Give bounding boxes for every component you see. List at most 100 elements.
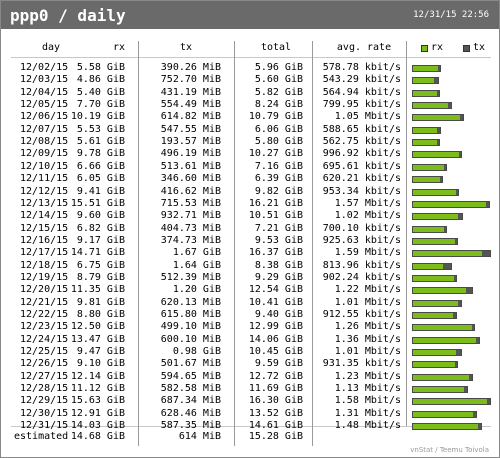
traffic-bar-tx-segment	[434, 78, 438, 83]
traffic-bar-tx-segment	[478, 424, 481, 429]
row-total: 9.29 GiB	[254, 272, 303, 283]
estimated-tx: 614 MiB	[178, 431, 221, 442]
row-rx: 9.60 GiB	[76, 210, 125, 221]
row-day: 12/23/15	[20, 321, 69, 332]
traffic-bar-tx-segment	[444, 227, 446, 232]
row-total: 5.82 GiB	[254, 87, 303, 98]
row-total: 12.99 GiB	[248, 321, 303, 332]
row-tx: 587.35 MiB	[160, 420, 221, 431]
estimated-rx: 14.68 GiB	[70, 431, 125, 442]
traffic-bar	[412, 164, 447, 171]
row-avg-rate: 813.96 kbit/s	[322, 260, 401, 271]
traffic-bar-tx-segment	[437, 91, 439, 96]
row-tx: 193.57 MiB	[160, 136, 221, 147]
row-tx: 1.64 GiB	[172, 260, 221, 271]
column-header-total: total	[260, 42, 292, 53]
row-day: 12/30/15	[20, 408, 69, 419]
row-tx: 615.80 MiB	[160, 309, 221, 320]
rx-legend-label: rx	[431, 42, 444, 53]
row-avg-rate: 1.36 Mbit/s	[334, 334, 401, 345]
row-avg-rate: 1.57 Mbit/s	[334, 198, 401, 209]
row-rx: 9.47 GiB	[76, 346, 125, 357]
traffic-bar-tx-segment	[464, 387, 467, 392]
traffic-bar	[412, 77, 439, 84]
row-avg-rate: 1.01 Mbit/s	[334, 297, 401, 308]
traffic-bar-tx-segment	[456, 350, 461, 355]
traffic-bar	[412, 213, 463, 220]
page-title: ppp0 / daily	[10, 6, 126, 25]
traffic-bar	[412, 423, 482, 430]
traffic-bar	[412, 386, 468, 393]
row-avg-rate: 925.63 kbit/s	[322, 235, 401, 246]
row-day: 12/28/15	[20, 383, 69, 394]
row-avg-rate: 1.26 Mbit/s	[334, 321, 401, 332]
row-day: 12/21/15	[20, 297, 69, 308]
row-day: 12/29/15	[20, 395, 69, 406]
row-avg-rate: 902.24 kbit/s	[322, 272, 401, 283]
row-tx: 715.53 MiB	[160, 198, 221, 209]
traffic-bar-tx-segment	[456, 190, 458, 195]
row-day: 12/16/15	[20, 235, 69, 246]
row-total: 12.72 GiB	[248, 371, 303, 382]
traffic-bar	[412, 287, 473, 294]
row-total: 16.21 GiB	[248, 198, 303, 209]
column-divider	[406, 41, 407, 426]
row-day: 12/04/15	[20, 87, 69, 98]
row-tx: 932.71 MiB	[160, 210, 221, 221]
row-day: 12/07/15	[20, 124, 69, 135]
row-avg-rate: 700.10 kbit/s	[322, 223, 401, 234]
traffic-bar	[412, 275, 457, 282]
row-day: 12/26/15	[20, 358, 69, 369]
row-day: 12/19/15	[20, 272, 69, 283]
row-avg-rate: 1.59 Mbit/s	[334, 247, 401, 258]
row-rx: 11.12 GiB	[70, 383, 125, 394]
column-divider	[312, 41, 313, 446]
row-tx: 1.20 GiB	[172, 284, 221, 295]
row-tx: 554.49 MiB	[160, 99, 221, 110]
row-total: 8.38 GiB	[254, 260, 303, 271]
row-avg-rate: 1.02 Mbit/s	[334, 210, 401, 221]
column-header-avg-rate: avg. rate	[336, 42, 392, 53]
traffic-bar-tx-segment	[455, 362, 457, 367]
traffic-bar-tx-segment	[444, 165, 446, 170]
traffic-bar	[412, 374, 473, 381]
row-tx: 582.58 MiB	[160, 383, 221, 394]
traffic-bar-tx-segment	[460, 115, 463, 120]
estimated-total: 15.28 GiB	[248, 431, 303, 442]
row-total: 10.41 GiB	[248, 297, 303, 308]
timestamp: 12/31/15 22:56	[413, 10, 489, 20]
traffic-bar-tx-segment	[459, 152, 461, 157]
column-header-rx: rx	[112, 42, 125, 53]
row-avg-rate: 1.31 Mbit/s	[334, 408, 401, 419]
row-day: 12/17/15	[20, 247, 69, 258]
row-rx: 9.17 GiB	[76, 235, 125, 246]
traffic-bar-tx-segment	[482, 251, 490, 256]
row-day: 12/20/15	[20, 284, 69, 295]
row-rx: 14.03 GiB	[70, 420, 125, 431]
row-day: 12/02/15	[20, 62, 69, 73]
row-rx: 15.51 GiB	[70, 198, 125, 209]
traffic-bar-tx-segment	[473, 412, 476, 417]
row-tx: 513.61 MiB	[160, 161, 221, 172]
row-avg-rate: 1.05 Mbit/s	[334, 111, 401, 122]
row-avg-rate: 799.95 kbit/s	[322, 99, 401, 110]
row-rx: 9.41 GiB	[76, 186, 125, 197]
row-total: 16.30 GiB	[248, 395, 303, 406]
row-avg-rate: 578.78 kbit/s	[322, 62, 401, 73]
traffic-bar	[412, 189, 459, 196]
row-total: 6.06 GiB	[254, 124, 303, 135]
traffic-bar-tx-segment	[440, 177, 442, 182]
row-avg-rate: 1.13 Mbit/s	[334, 383, 401, 394]
traffic-bar-tx-segment	[453, 313, 456, 318]
row-tx: 431.19 MiB	[160, 87, 221, 98]
row-tx: 499.10 MiB	[160, 321, 221, 332]
row-rx: 5.40 GiB	[76, 87, 125, 98]
row-rx: 7.70 GiB	[76, 99, 125, 110]
traffic-bar	[412, 139, 440, 146]
estimated-label: estimated	[14, 431, 69, 442]
row-tx: 752.70 MiB	[160, 74, 221, 85]
row-avg-rate: 953.34 kbit/s	[322, 186, 401, 197]
row-rx: 14.71 GiB	[70, 247, 125, 258]
row-total: 10.27 GiB	[248, 148, 303, 159]
traffic-bar	[412, 312, 457, 319]
